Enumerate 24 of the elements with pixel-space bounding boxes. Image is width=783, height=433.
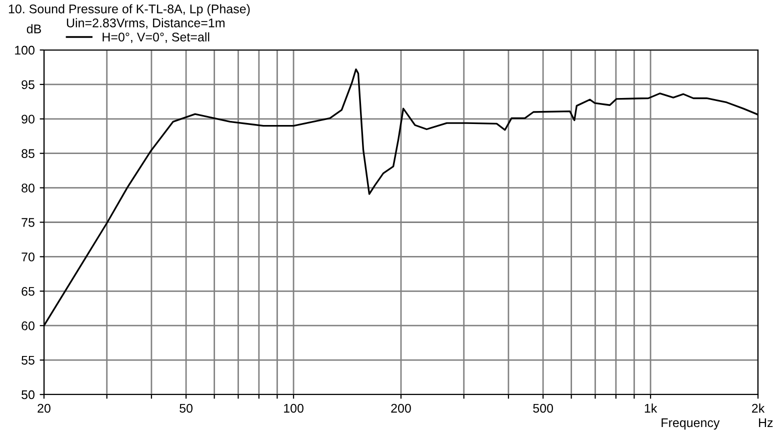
x-tick-label: 200 (391, 404, 411, 413)
x-tick-label: 1k (644, 404, 658, 413)
y-tick-label: 55 (22, 356, 34, 365)
y-tick-label: 100 (15, 46, 34, 55)
legend-label: H=0°, V=0°, Set=all (102, 32, 210, 43)
x-tick-label: 100 (284, 404, 304, 413)
chart-title: 10. Sound Pressure of K-TL-8A, Lp (Phase) (8, 4, 250, 16)
y-tick-label: 85 (22, 149, 34, 158)
y-tick-label: 75 (22, 218, 34, 227)
y-tick-label: 90 (22, 114, 34, 124)
y-tick-label: 60 (22, 321, 34, 330)
y-tick-label: 50 (22, 390, 34, 400)
chart-subtitle: Uin=2.83Vrms, Distance=1m (66, 18, 224, 29)
x-axis-title: Frequency (662, 418, 720, 430)
y-tick-label: 65 (22, 286, 34, 296)
x-tick-label: 2k (752, 404, 765, 413)
y-tick-label: 70 (22, 252, 34, 262)
y-axis-title: dB (26, 24, 41, 34)
y-tick-label: 95 (22, 80, 34, 90)
x-tick-label: 500 (533, 404, 554, 413)
y-tick-label: 80 (22, 184, 34, 192)
x-tick-label: 20 (38, 404, 50, 413)
text: Hz (759, 418, 773, 428)
x-tick-label: 50 (180, 404, 193, 413)
